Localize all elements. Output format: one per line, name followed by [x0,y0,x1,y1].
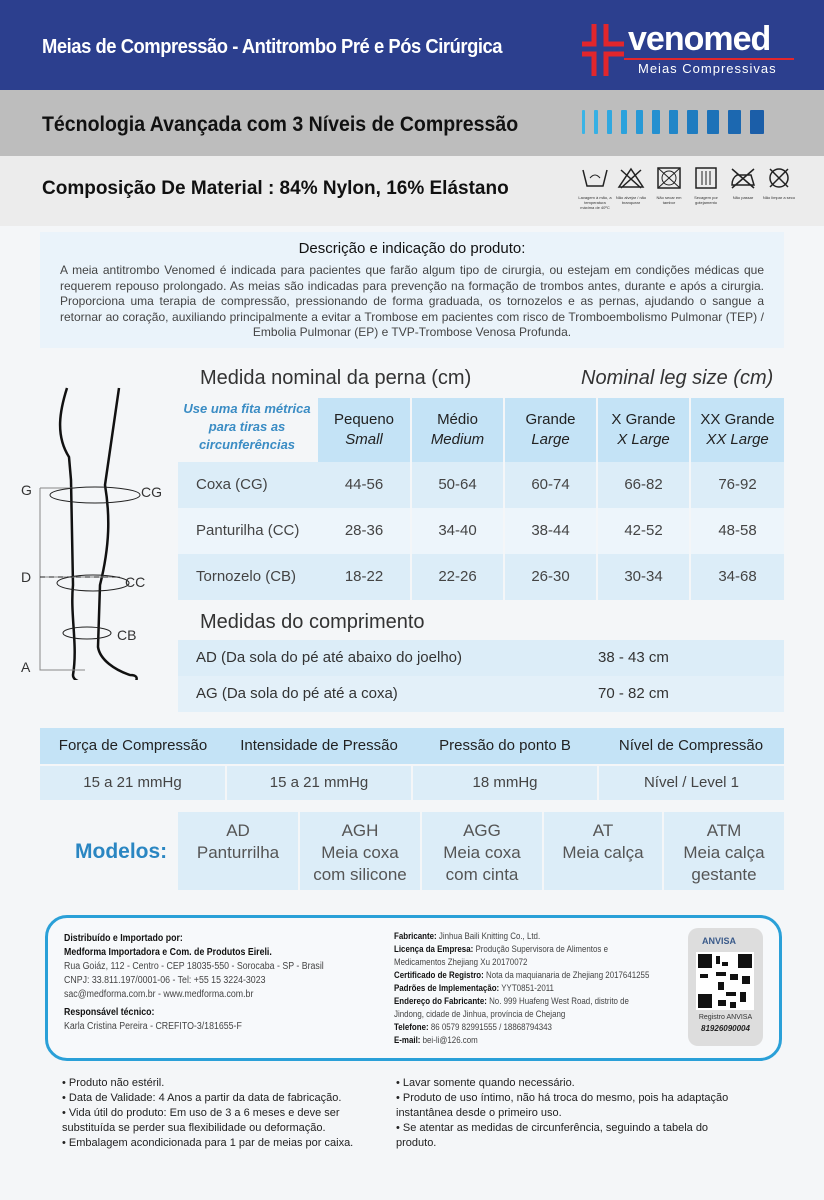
compression-force-header: Força de Compressão [40,728,226,764]
tape-note: Use uma fita métrica para tiras as circu… [183,401,311,452]
note-item: • Vida útil do produto: Em uso de 3 a 6 … [62,1107,340,1134]
info-box: Distribuído e Importado por: Medforma Im… [45,915,782,1061]
manufacturer-line: E-mail: bei-li@126.com [394,1035,478,1045]
anvisa-registration: 81926090004 [701,1024,750,1033]
compression-level-value: Nível / Level 1 [599,766,784,800]
manufacturer-line: Endereço do Fabricante: No. 999 Huafeng … [394,996,629,1019]
tech-title: Técnologia Avançada com 3 Níveis de Comp… [42,113,519,136]
label-cc: CC [125,574,145,590]
brand-name: venomed [628,20,771,58]
label-g: G [21,482,32,498]
composition-band [0,156,824,226]
note-item: • Data de Validade: 4 Anos a partir da d… [62,1092,342,1104]
no-iron-icon: Não passar [726,166,760,200]
note-item: • Embalagem acondicionada para 1 par de … [62,1137,354,1149]
label-cg: CG [141,484,162,500]
size-cell: 22-26 [412,554,503,600]
red-cross-icon [582,24,624,76]
size-header-medium: Médio Medium [412,398,503,462]
size-cell: 38-44 [505,508,596,554]
length-row-ad: AD (Da sola do pé até abaixo do joelho) 3… [178,640,784,676]
length-row-ag: AG (Da sola do pé até a coxa) 70 - 82 cm [178,676,784,712]
composition-title: Composição De Material : 84% Nylon, 16% … [42,178,509,199]
size-cell: 44-56 [318,462,410,508]
size-cell: 60-74 [505,462,596,508]
size-header-xxlarge: XX Grande XX Large [691,398,784,462]
model-ad[interactable]: AD Panturrilha [178,812,298,890]
size-cell: 18-22 [318,554,410,600]
size-cell: 26-30 [505,554,596,600]
description-title: Descrição e indicação do produto: [298,240,526,257]
size-cell: 28-36 [318,508,410,554]
model-at[interactable]: AT Meia calça [544,812,662,890]
size-cell: 30-34 [598,554,689,600]
anvisa-badge: ANVISA Registro ANVISA 81926090004 [688,928,763,1046]
model-agg[interactable]: AGG Meia coxa com cinta [422,812,542,890]
size-header-xlarge: X Grande X Large [598,398,689,462]
point-b-pressure-header: Pressão do ponto B [412,728,598,764]
qr-code[interactable] [696,952,754,1010]
model-agh[interactable]: AGH Meia coxa com silicone [300,812,420,890]
size-cell: 34-40 [412,508,503,554]
compression-level-header: Nível de Compressão [598,728,784,764]
size-cell: 48-58 [691,508,784,554]
manufacturer-line: Padrões de Implementação: YYT0851-2011 [394,983,554,993]
pressure-intensity-value: 15 a 21 mmHg [227,766,411,800]
size-cell: 50-64 [412,462,503,508]
hand-wash-icon: Lavagem à mão, a temperatura máxima de 4… [578,166,612,210]
point-b-pressure-value: 18 mmHg [413,766,597,800]
size-header-large: Grande Large [505,398,596,462]
pressure-intensity-header: Intensidade de Pressão [226,728,412,764]
size-row-label: Coxa (CG) [178,462,318,508]
venomed-logo: venomed Meias Compressivas [580,20,800,82]
size-cell: 76-92 [691,462,784,508]
leg-diagram: G D A CG CC CB [21,387,162,680]
no-tumble-dry-icon: Não secar em tambor [652,166,686,205]
size-row-label: Tornozelo (CB) [178,554,318,600]
models-label: Modelos: [75,840,168,863]
tech-band [0,90,824,156]
header-banner [0,0,824,90]
size-cell: 42-52 [598,508,689,554]
model-atm[interactable]: ATM Meia calça gestante [664,812,784,890]
description-body: A meia antitrombo Venomed é indicada par… [60,263,764,339]
lengths-title: Medidas do comprimento [200,611,425,633]
manufacturer-line: Licença da Empresa: Produção Supervisora… [394,944,608,967]
size-cell: 34-68 [691,554,784,600]
distributor-info: Distribuído e Importado por: Medforma Im… [64,933,324,1032]
label-d: D [21,569,31,585]
drip-dry-icon: Secagem por gotejamento [689,166,723,205]
no-bleach-icon: Não alvejar / não branquear [614,166,648,205]
label-cb: CB [117,627,136,643]
compression-levels-bars [582,110,764,134]
anvisa-logo: ANVISA [702,936,737,946]
note-item: • Produto de uso íntimo, não há troca do… [396,1092,729,1119]
note-item: • Se atentar as medidas de circunferênci… [396,1122,709,1149]
size-header-small: Pequeno Small [318,398,410,462]
description-panel: Descrição e indicação do produto: A meia… [40,232,784,348]
manufacturer-line: Fabricante: Jinhua Baili Knitting Co., L… [394,931,541,941]
note-item: • Produto não estéril. [62,1077,165,1089]
manufacturer-line: Certificado de Registro: Nota da maquian… [394,970,650,980]
sizes-title-en: Nominal leg size (cm) [581,367,774,389]
notes-right: • Lavar somente quando necessário. • Prod… [396,1076,736,1151]
note-item: • Lavar somente quando necessário. [396,1077,575,1089]
label-a: A [21,659,31,675]
brand-subtitle: Meias Compressivas [638,61,777,76]
no-dry-clean-icon: Não limpar a seco [762,166,796,200]
compression-force-value: 15 a 21 mmHg [40,766,225,800]
notes-left: • Produto não estéril. • Data de Validade… [62,1076,362,1151]
page-title: Meias de Compressão - Antitrombo Pré e P… [42,36,503,58]
manufacturer-info: Fabricante: Jinhua Baili Knitting Co., L… [394,930,658,1047]
manufacturer-line: Telefone: 86 0579 82991555 / 18868794343 [394,1022,552,1032]
size-row-label: Panturilha (CC) [178,508,318,554]
sizes-title-pt: Medida nominal da perna (cm) [200,367,472,389]
size-cell: 66-82 [598,462,689,508]
